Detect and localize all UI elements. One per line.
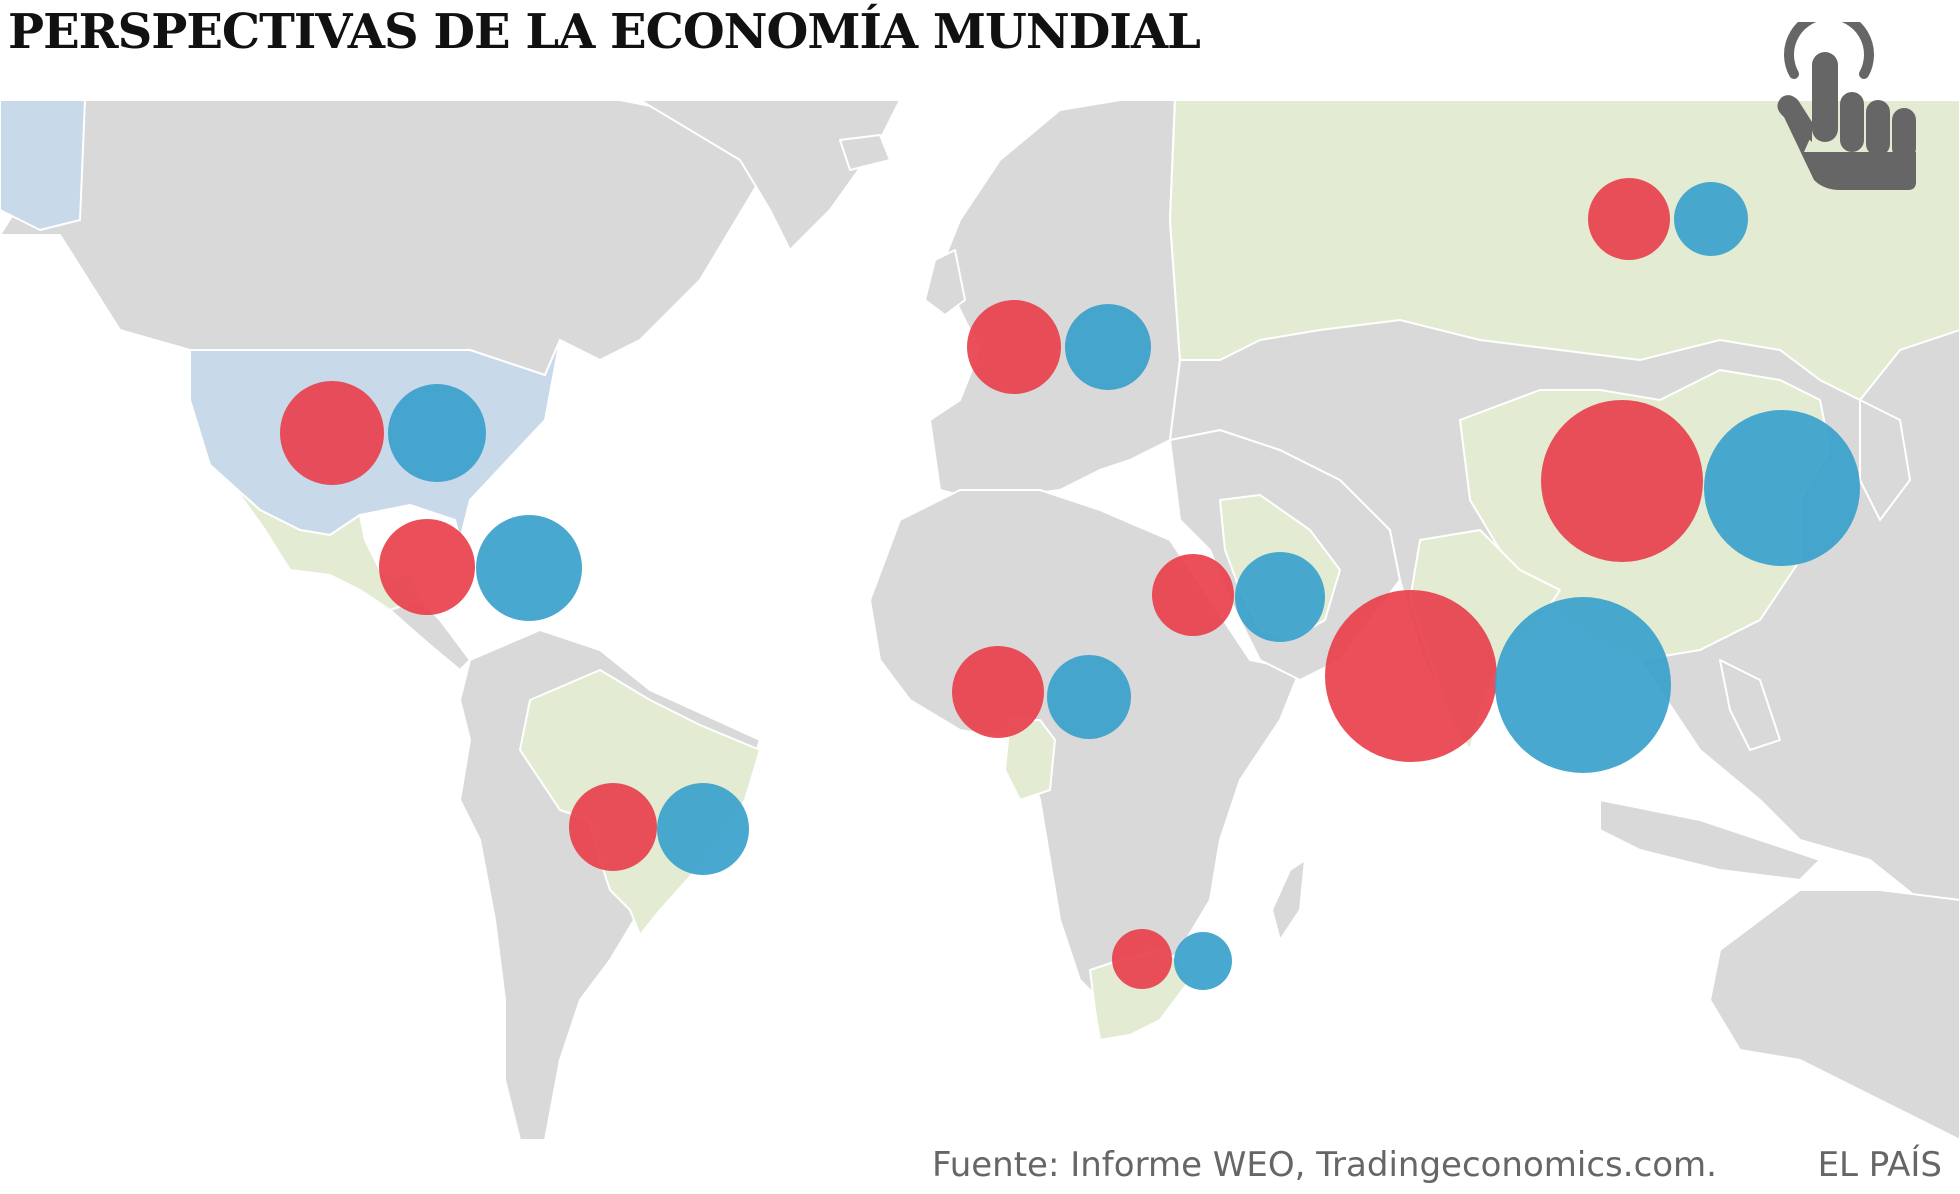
land-greenland[interactable] xyxy=(639,100,901,251)
land-japan[interactable] xyxy=(1859,399,1911,521)
circle-red-nigeria[interactable] xyxy=(952,646,1044,738)
land-nigeria[interactable] xyxy=(1004,719,1056,801)
circle-red-sudafrica[interactable] xyxy=(1112,929,1172,989)
circle-red-mexico[interactable] xyxy=(379,519,475,615)
land-russia[interactable] xyxy=(1169,100,1960,401)
land-indonesia[interactable] xyxy=(1599,799,1821,881)
circle-red-eurozona[interactable] xyxy=(967,300,1061,394)
circle-red-china[interactable] xyxy=(1541,400,1703,562)
land-uk[interactable] xyxy=(924,249,966,316)
circle-blue-estados-unidos[interactable] xyxy=(388,384,486,482)
land-iceland[interactable] xyxy=(839,134,891,171)
circle-blue-brasil[interactable] xyxy=(657,783,749,875)
circle-red-brasil[interactable] xyxy=(569,783,657,871)
circle-blue-mexico[interactable] xyxy=(476,515,582,621)
map-title: PERSPECTIVAS DE LA ECONOMÍA MUNDIAL xyxy=(8,4,1201,60)
land-europe[interactable] xyxy=(929,100,1181,501)
circle-red-india[interactable] xyxy=(1325,590,1497,762)
circle-blue-china[interactable] xyxy=(1704,410,1860,566)
land-philippines[interactable] xyxy=(1719,659,1781,751)
source-note: Fuente: Informe WEO, Tradingeconomics.co… xyxy=(932,1145,1717,1185)
indicator-circles xyxy=(280,178,1860,990)
circle-blue-nigeria[interactable] xyxy=(1047,655,1131,739)
tap-hand-icon[interactable] xyxy=(1764,9,1924,192)
land-australia[interactable] xyxy=(1709,889,1960,1140)
world-map[interactable] xyxy=(0,100,1960,1140)
circle-blue-eurozona[interactable] xyxy=(1065,304,1151,390)
circle-red-estados-unidos[interactable] xyxy=(280,381,384,485)
circle-red-rusia[interactable] xyxy=(1588,178,1670,260)
land-alaska[interactable] xyxy=(0,100,86,231)
publisher-brand: EL PAÍS xyxy=(1817,1145,1942,1185)
circle-blue-india[interactable] xyxy=(1495,597,1671,773)
circle-red-arabia-saudi[interactable] xyxy=(1152,554,1234,636)
circle-blue-sudafrica[interactable] xyxy=(1174,932,1232,990)
circle-blue-arabia-saudi[interactable] xyxy=(1235,552,1325,642)
land-madagascar[interactable] xyxy=(1271,859,1306,941)
circle-blue-rusia[interactable] xyxy=(1674,182,1748,256)
